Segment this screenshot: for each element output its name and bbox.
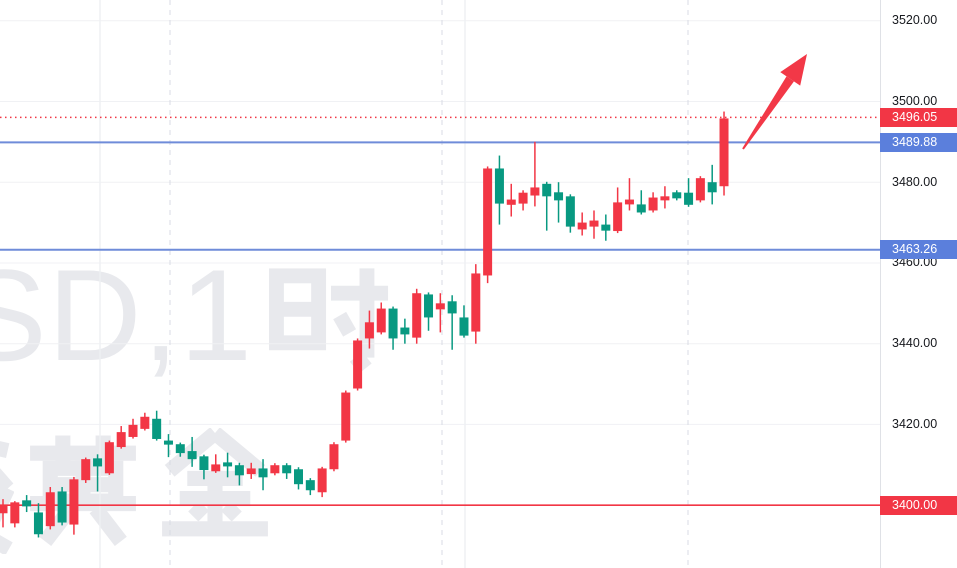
candle-21 <box>234 462 244 486</box>
candle-39 <box>447 295 457 350</box>
candle-1 <box>0 499 8 528</box>
candle-8 <box>81 457 91 483</box>
price-axis-label: 3480.00 <box>892 174 938 189</box>
watermark-cjk-glyph <box>269 268 389 374</box>
candle-42 <box>483 166 493 284</box>
candle-32 <box>364 310 374 349</box>
candlestick-chart-canvas[interactable] <box>0 0 880 568</box>
support-line-mid-badge[interactable]: 3463.26 <box>880 240 957 260</box>
candles <box>0 111 729 538</box>
candle-9 <box>93 454 103 492</box>
candle-52 <box>601 214 611 241</box>
candle-41 <box>471 264 481 344</box>
candle-58 <box>672 190 682 201</box>
candle-3 <box>22 495 32 513</box>
candle-50 <box>577 212 587 236</box>
candle-13 <box>140 412 150 431</box>
resistance-line-upper-badge[interactable]: 3489.88 <box>880 132 957 152</box>
watermark-cjk-glyph <box>162 428 268 537</box>
candle-61 <box>707 164 717 205</box>
candle-51 <box>589 210 599 239</box>
watermark-cjk-glyph <box>0 441 14 554</box>
candle-17 <box>187 436 197 467</box>
candle-54 <box>624 178 634 211</box>
candle-18 <box>199 454 209 480</box>
candle-55 <box>636 190 646 215</box>
grid-lines <box>0 0 880 568</box>
candle-34 <box>388 306 398 350</box>
price-axis[interactable]: 3520.00 3500.00 3480.00 3460.00 3440.00 3420.… <box>880 0 957 568</box>
candle-26 <box>294 467 303 490</box>
candle-40 <box>459 305 469 338</box>
price-axis-label: 3520.00 <box>892 13 938 28</box>
candle-59 <box>684 178 694 207</box>
candle-53 <box>613 187 623 234</box>
candle-23 <box>258 459 268 491</box>
candle-57 <box>660 186 670 209</box>
candle-38 <box>435 293 445 333</box>
candle-7 <box>69 476 79 535</box>
candle-20 <box>223 452 233 478</box>
candle-48 <box>554 182 564 223</box>
candle-36 <box>412 288 422 344</box>
candle-6 <box>57 487 67 526</box>
support-line-lower-badge[interactable]: 3400.00 <box>880 495 957 515</box>
candle-19 <box>211 454 221 473</box>
current-price-line-badge: 3496.05 <box>880 107 957 127</box>
candle-62 <box>719 111 729 196</box>
candle-29 <box>329 442 339 472</box>
candle-31 <box>353 338 363 391</box>
candle-2 <box>10 501 20 528</box>
price-axis-label: 3420.00 <box>892 416 938 431</box>
candle-49 <box>565 194 575 233</box>
candle-46 <box>530 141 540 207</box>
candle-56 <box>648 192 658 213</box>
price-axis-label: 3440.00 <box>892 336 938 351</box>
candle-60 <box>695 176 705 203</box>
candle-5 <box>45 487 55 530</box>
candle-15 <box>163 434 173 458</box>
candle-11 <box>116 426 126 449</box>
candle-47 <box>542 181 552 231</box>
candle-30 <box>341 390 351 443</box>
watermark-symbol-text: SD,1 <box>0 242 254 388</box>
candle-45 <box>518 190 528 211</box>
trend-arrow[interactable] <box>742 54 807 150</box>
chart-area[interactable]: SD,1 <box>0 0 880 568</box>
candle-35 <box>400 318 410 344</box>
candle-25 <box>282 463 292 479</box>
candle-27 <box>305 478 315 496</box>
price-axis-label: 3500.00 <box>892 93 938 108</box>
candle-33 <box>376 302 386 335</box>
candle-10 <box>104 440 114 475</box>
candle-16 <box>175 442 185 457</box>
candle-37 <box>424 292 434 331</box>
candle-28 <box>317 466 327 498</box>
candle-44 <box>506 183 516 217</box>
candle-43 <box>494 155 504 225</box>
watermark-symbol-timeframe: SD,1 <box>0 250 393 380</box>
candle-22 <box>246 462 256 479</box>
candle-24 <box>270 463 280 476</box>
candle-14 <box>152 410 162 441</box>
candle-4 <box>33 503 43 538</box>
candle-12 <box>128 418 138 439</box>
